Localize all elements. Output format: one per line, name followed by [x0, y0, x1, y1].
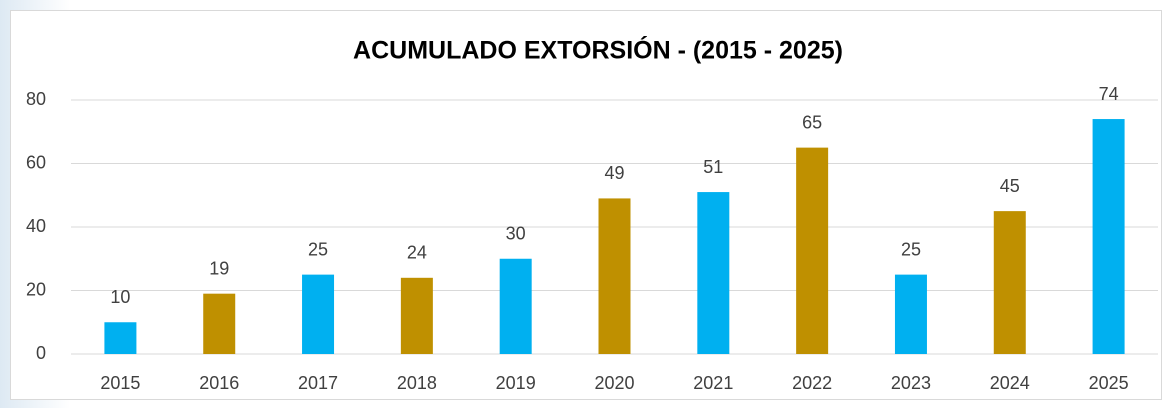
- x-tick-label: 2020: [594, 373, 634, 393]
- value-label: 49: [604, 163, 624, 183]
- value-label: 25: [901, 239, 921, 259]
- bar: [993, 211, 1026, 354]
- x-tick-label: 2016: [199, 373, 239, 393]
- value-label: 24: [407, 243, 427, 263]
- bar: [598, 198, 631, 354]
- chart-title: ACUMULADO EXTORSIÓN - (2015 - 2025): [353, 35, 843, 65]
- x-tick-label: 2025: [1089, 373, 1129, 393]
- bar: [400, 277, 433, 354]
- bar: [104, 322, 137, 354]
- x-tick-label: 2017: [298, 373, 338, 393]
- value-label: 10: [110, 287, 130, 307]
- x-tick-label: 2021: [693, 373, 733, 393]
- y-tick-label: 60: [26, 152, 46, 172]
- x-tick-label: 2018: [397, 373, 437, 393]
- x-tick-label: 2022: [792, 373, 832, 393]
- x-tick-label: 2023: [891, 373, 931, 393]
- y-tick-label: 0: [36, 343, 46, 363]
- value-label: 74: [1099, 84, 1119, 104]
- bar: [1092, 119, 1125, 354]
- chart-frame: [10, 10, 1162, 400]
- bar: [697, 192, 730, 354]
- value-label: 65: [802, 112, 822, 132]
- bar: [302, 274, 335, 354]
- x-tick-label: 2024: [990, 373, 1030, 393]
- x-tick-label: 2019: [496, 373, 536, 393]
- bar: [796, 147, 829, 354]
- value-label: 51: [703, 157, 723, 177]
- y-tick-label: 40: [26, 216, 46, 236]
- value-label: 19: [209, 258, 229, 278]
- bar: [203, 293, 236, 354]
- value-label: 25: [308, 239, 328, 259]
- x-tick-label: 2015: [100, 373, 140, 393]
- value-label: 45: [1000, 176, 1020, 196]
- bar: [499, 258, 532, 354]
- y-tick-label: 80: [26, 89, 46, 109]
- y-tick-label: 20: [26, 279, 46, 299]
- value-label: 30: [506, 224, 526, 244]
- bar: [894, 274, 927, 354]
